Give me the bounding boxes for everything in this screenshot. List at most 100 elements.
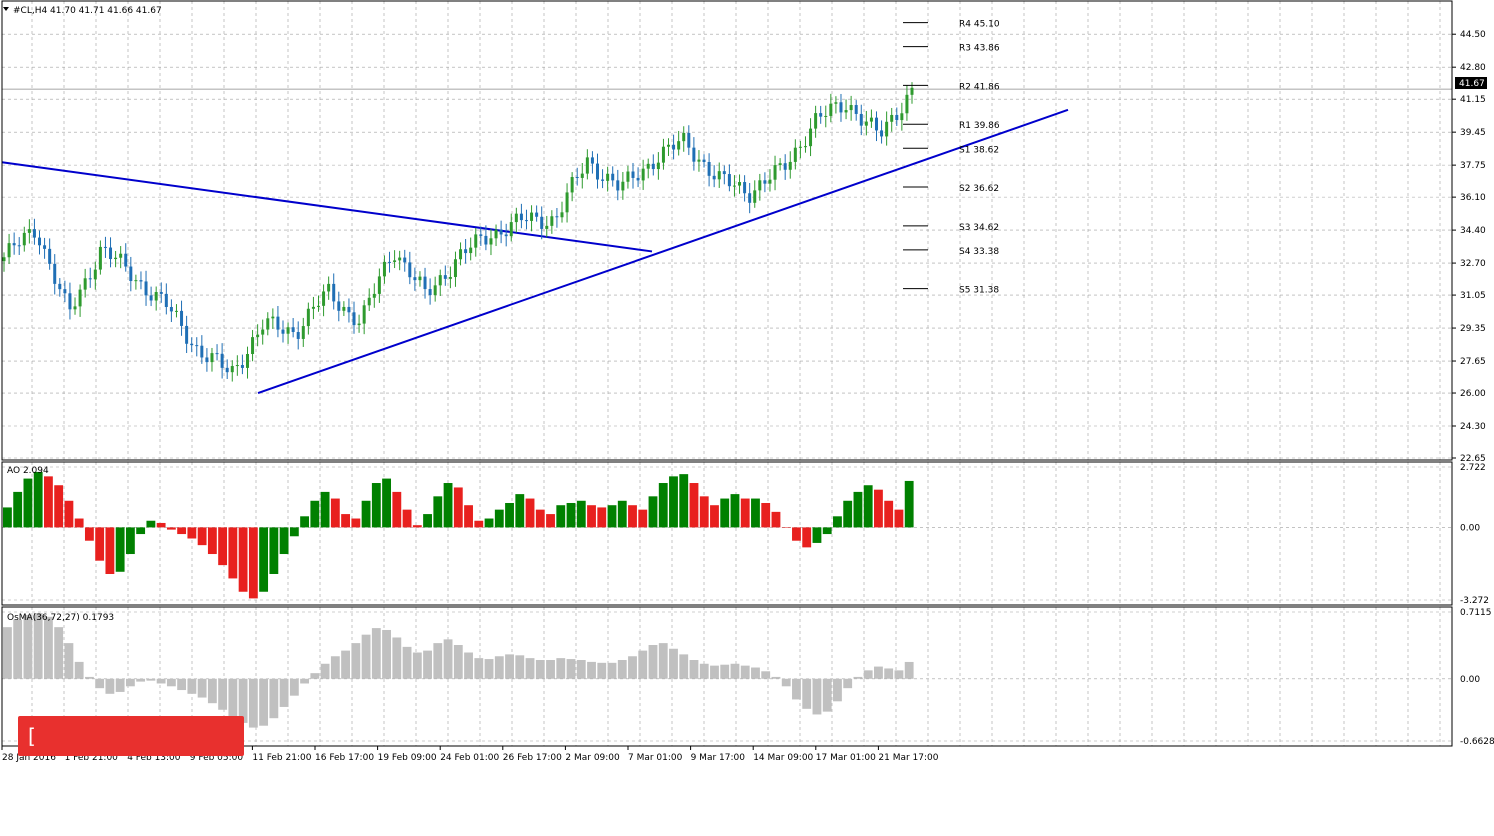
candle-body [651, 163, 655, 170]
candle-body [240, 365, 244, 368]
candle-body [17, 245, 21, 247]
candle-body [849, 105, 853, 111]
time-tick-label: 1 Feb 21:00 [65, 753, 119, 763]
candle-body [509, 222, 513, 237]
candle-body [504, 234, 508, 237]
candle-body [595, 163, 599, 180]
candle-body [580, 173, 584, 178]
osma-bar [269, 678, 279, 719]
osma-bar [371, 628, 381, 679]
osma-bar [740, 665, 750, 679]
ao-bar [781, 527, 791, 528]
candle-body [484, 235, 488, 245]
candle-body [722, 171, 726, 175]
candle-body [129, 266, 133, 282]
candle-body [819, 113, 823, 117]
candle-body [433, 285, 437, 296]
candle-body [7, 243, 11, 258]
ao-bar [689, 483, 699, 528]
pivot-levels: R4 45.10 R3 43.86 R2 41.86 R1 39.86 S1 38.62… [903, 20, 1000, 296]
osma-bar [874, 666, 883, 679]
candle-body [682, 132, 686, 142]
price-candles [2, 82, 914, 382]
candle-body [570, 177, 574, 193]
time-tick-label: 2 Mar 09:00 [565, 753, 620, 763]
candle-body [667, 144, 671, 147]
osma-bar [105, 678, 115, 694]
chart-canvas[interactable]: R4 45.10 R3 43.86 R2 41.86 R1 39.86 S1 38.62… [0, 0, 1494, 768]
osma-bar [474, 658, 484, 679]
candle-body [210, 353, 214, 363]
candle-body [702, 159, 706, 163]
candle-body [464, 249, 468, 254]
osma-panel-label: OsMA(36,72,27) 0.1793 [7, 613, 114, 623]
candle-body [890, 114, 894, 122]
current-price-label: 41.67 [1459, 79, 1485, 89]
candle-body [753, 190, 757, 203]
candle-body [271, 316, 275, 319]
time-tick-label: 7 Mar 01:00 [628, 753, 683, 763]
candle-body [859, 113, 863, 126]
candle-body [763, 180, 767, 184]
candle-body [83, 278, 87, 290]
candle-body [291, 327, 295, 333]
pivot-label: S1 38.62 [959, 145, 999, 155]
price-tick-label: 44.50 [1460, 30, 1486, 40]
ao-bar [412, 525, 422, 528]
candle-body [530, 212, 534, 221]
osma-bar [802, 678, 812, 709]
osma-bar [771, 676, 781, 679]
osma-bar [843, 678, 853, 689]
candle-body [616, 180, 620, 191]
osma-bar [710, 665, 719, 679]
candle-body [687, 132, 691, 148]
candle-body [398, 257, 402, 261]
candle-body [296, 332, 300, 339]
osma-bar [412, 652, 422, 679]
time-tick-label: 17 Mar 01:00 [816, 753, 876, 763]
panel-border [1, 461, 1453, 606]
candle-body [448, 277, 452, 279]
osma-bar [505, 654, 514, 679]
osma-bar [699, 663, 709, 679]
ao-bar [238, 527, 248, 592]
candle-body [864, 121, 868, 126]
candle-body [38, 237, 42, 246]
ao-histogram [3, 471, 914, 599]
candle-body [611, 173, 615, 181]
osma-bar [884, 668, 894, 679]
ao-bar [13, 491, 23, 528]
osma-bar [566, 659, 576, 679]
candle-body [540, 216, 544, 229]
candle-body [590, 157, 594, 164]
candle-body [560, 212, 564, 218]
ao-bar [699, 496, 709, 528]
ao-bar [54, 485, 64, 528]
osma-bar [125, 678, 135, 687]
candle-body [626, 171, 630, 182]
ao-bar [166, 527, 176, 530]
osma-bar [689, 660, 699, 679]
osma-histogram [3, 613, 914, 728]
candle-body [519, 213, 523, 221]
ao-bar [484, 518, 494, 528]
ao-bar [105, 527, 115, 574]
candle-body [697, 159, 701, 162]
ao-bar [177, 527, 187, 535]
ao-bar [771, 511, 781, 528]
osma-bar [341, 650, 351, 679]
candle-body [489, 238, 493, 245]
osma-bar [330, 656, 340, 679]
candle-body [585, 157, 589, 174]
ao-bar [330, 498, 340, 528]
panel-border [1, 606, 1453, 747]
ao-bar [515, 494, 525, 528]
axes: 44.50 42.80 41.15 39.45 37.75 36.10 34.40 32.70… [1, 0, 1494, 763]
ao-bar [23, 478, 33, 528]
triangle-down-icon[interactable] [3, 7, 9, 11]
candle-body [692, 147, 696, 162]
candle-body [114, 257, 118, 260]
ao-bar [761, 502, 771, 528]
ao-bar [33, 471, 43, 528]
candle-body [119, 253, 123, 258]
